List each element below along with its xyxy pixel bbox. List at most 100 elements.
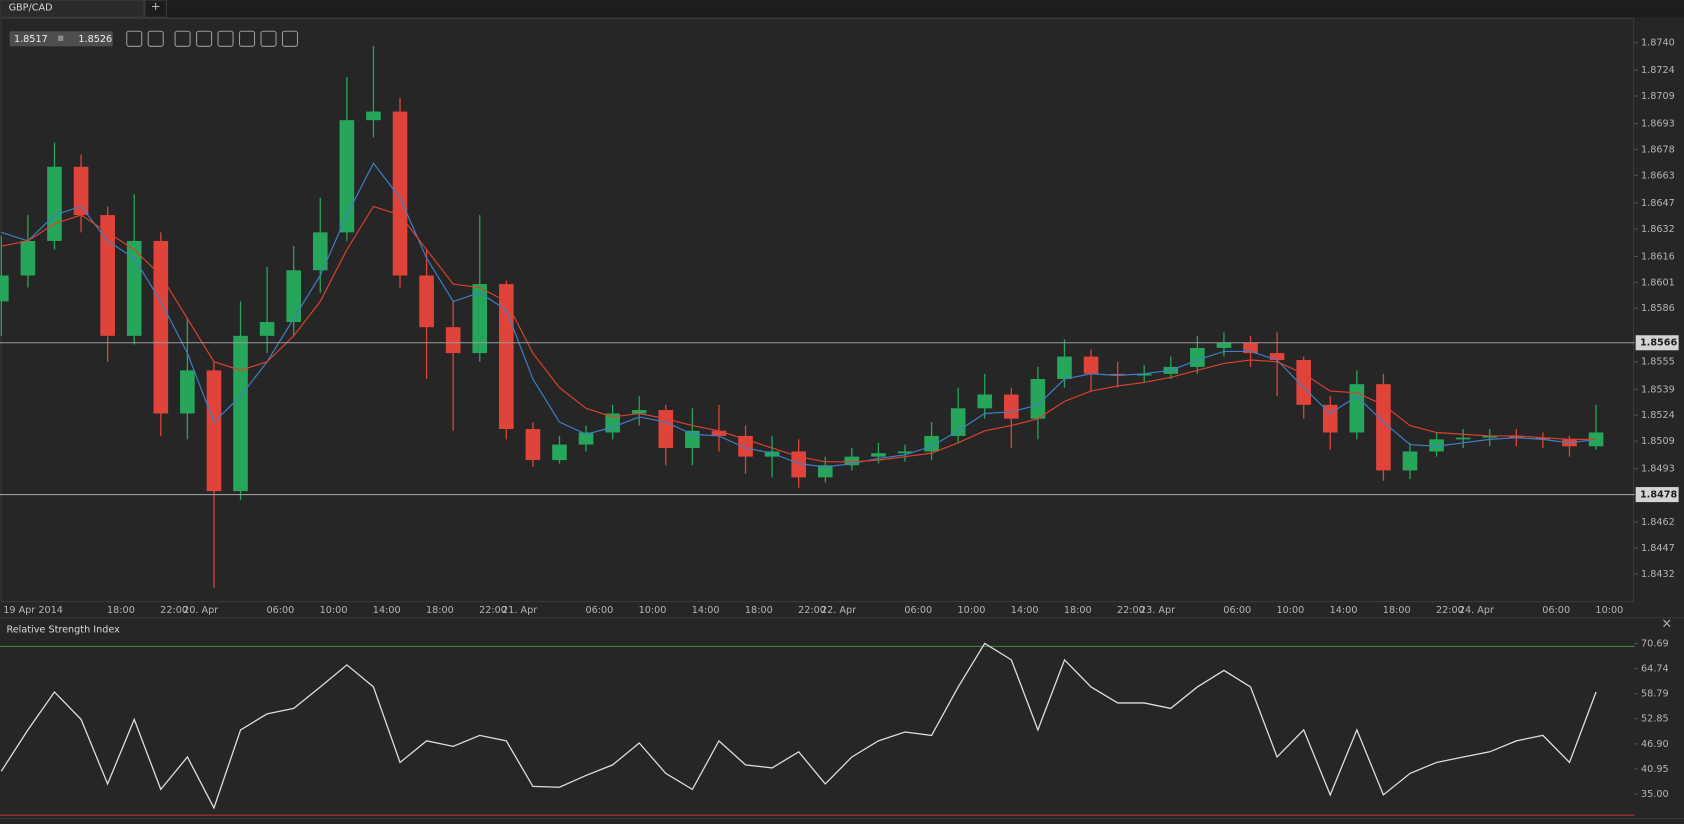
y-tick-label: 35.00	[1641, 789, 1669, 800]
candle-body	[1482, 435, 1498, 438]
zoom-out-button[interactable]	[126, 30, 143, 47]
candle-body	[1535, 437, 1551, 440]
y-tick-label: 52.85	[1641, 714, 1669, 725]
candle-body	[871, 453, 886, 457]
x-tick-label: 22:00	[798, 605, 826, 616]
candle-body	[1402, 451, 1418, 471]
candle-body	[1110, 373, 1125, 376]
x-tick-label: 22:00	[479, 605, 507, 616]
symbol-tab-label[interactable]: GBP/CAD	[9, 3, 53, 14]
candle-body	[711, 430, 727, 436]
x-tick-label: 18:00	[107, 605, 135, 616]
candle-body	[445, 327, 461, 354]
edit-button[interactable]	[260, 30, 277, 47]
candle-body	[1004, 394, 1019, 419]
y-tick-label: 46.90	[1641, 739, 1669, 750]
x-tick-label: 06:00	[1223, 605, 1251, 616]
candle-body	[233, 335, 248, 492]
candle-body	[73, 166, 89, 216]
candle-body	[419, 275, 434, 328]
add-tab-label[interactable]: +	[151, 0, 161, 13]
candle-body	[631, 410, 647, 414]
y-tick-label: 1.8632	[1641, 224, 1675, 235]
x-tick-label: 06:00	[585, 605, 613, 616]
price-level-label: 1.8566	[1640, 338, 1678, 349]
y-tick-label: 1.8663	[1641, 170, 1675, 181]
timeframe-button[interactable]	[174, 30, 191, 47]
y-tick-label: 1.8724	[1641, 65, 1675, 76]
candle-body	[1269, 353, 1285, 361]
y-tick-label: 1.8709	[1641, 91, 1675, 102]
candle-body	[1057, 356, 1072, 379]
x-tick-label: 10:00	[320, 605, 348, 616]
y-tick-label: 1.8493	[1641, 464, 1675, 475]
y-tick-label: 1.8462	[1641, 517, 1675, 528]
candle-body	[0, 275, 9, 302]
candle-body	[366, 111, 381, 121]
rsi-title: Relative Strength Index	[6, 624, 120, 635]
candle-body	[259, 322, 275, 336]
symbol-tab[interactable]	[0, 0, 145, 18]
x-tick-label: 18:00	[1383, 605, 1411, 616]
chart-type-button[interactable]	[196, 30, 213, 47]
price-level-tag	[1635, 487, 1679, 503]
y-tick-label: 1.8539	[1641, 384, 1675, 395]
y-tick-label: 1.8740	[1641, 38, 1675, 49]
add-tab[interactable]	[144, 0, 168, 18]
x-tick-label: 22:00	[1436, 605, 1464, 616]
candle-body	[817, 465, 833, 478]
candle-body	[1030, 378, 1046, 419]
y-tick-label: 64.74	[1641, 664, 1669, 675]
candle-body	[1083, 356, 1099, 374]
candle-body	[844, 456, 860, 466]
rsi-close[interactable]: ×	[1661, 617, 1672, 632]
candle-body	[1296, 360, 1311, 405]
x-tick-label: 18:00	[1064, 605, 1092, 616]
x-start-label: 19 Apr 2014	[3, 605, 63, 616]
bid-price: 1.8517	[14, 34, 48, 45]
draw-button[interactable]	[281, 30, 299, 47]
candle-body	[286, 270, 302, 323]
y-tick-label: 40.95	[1641, 764, 1669, 775]
candle-body	[1455, 437, 1471, 440]
price-level-label: 1.8478	[1640, 490, 1678, 501]
candle-body	[1190, 347, 1205, 367]
x-tick-label: 14:00	[373, 605, 401, 616]
candle-body	[685, 430, 700, 449]
x-tick-label: 06:00	[1542, 605, 1570, 616]
y-tick-label: 1.8678	[1641, 145, 1675, 156]
y-tick-label: 1.8524	[1641, 410, 1675, 421]
zoom-in-button[interactable]	[147, 30, 164, 47]
x-tick-label: 23. Apr	[1140, 605, 1175, 616]
indicators-button[interactable]	[217, 30, 234, 47]
copy-button[interactable]	[238, 30, 256, 47]
x-tick-label: 10:00	[639, 605, 667, 616]
y-tick-label: 1.8601	[1641, 277, 1675, 288]
toolbar	[126, 30, 299, 47]
candle-body	[552, 444, 567, 461]
candle-body	[764, 451, 780, 457]
candle-body	[153, 240, 169, 414]
x-tick-label: 10:00	[1276, 605, 1304, 616]
candle-body	[339, 120, 355, 233]
candle-body	[897, 451, 913, 454]
y-tick-label: 58.79	[1641, 689, 1669, 700]
y-tick-label: 70.69	[1641, 638, 1669, 649]
candle-body	[206, 370, 222, 492]
x-tick-label: 20. Apr	[183, 605, 218, 616]
candle-body	[578, 432, 594, 445]
x-tick-label: 21. Apr	[502, 605, 537, 616]
y-tick-label: 1.8509	[1641, 436, 1675, 447]
x-tick-label: 14:00	[1330, 605, 1358, 616]
candle-body	[525, 429, 541, 461]
x-tick-label: 10:00	[1595, 605, 1623, 616]
rsi-line	[0, 642, 1597, 810]
candle-body	[1136, 373, 1152, 376]
x-tick-label: 22:00	[1117, 605, 1145, 616]
y-tick-label: 1.8647	[1641, 198, 1675, 209]
x-tick-label: 22:00	[160, 605, 188, 616]
y-tick-label: 1.8432	[1641, 569, 1675, 580]
